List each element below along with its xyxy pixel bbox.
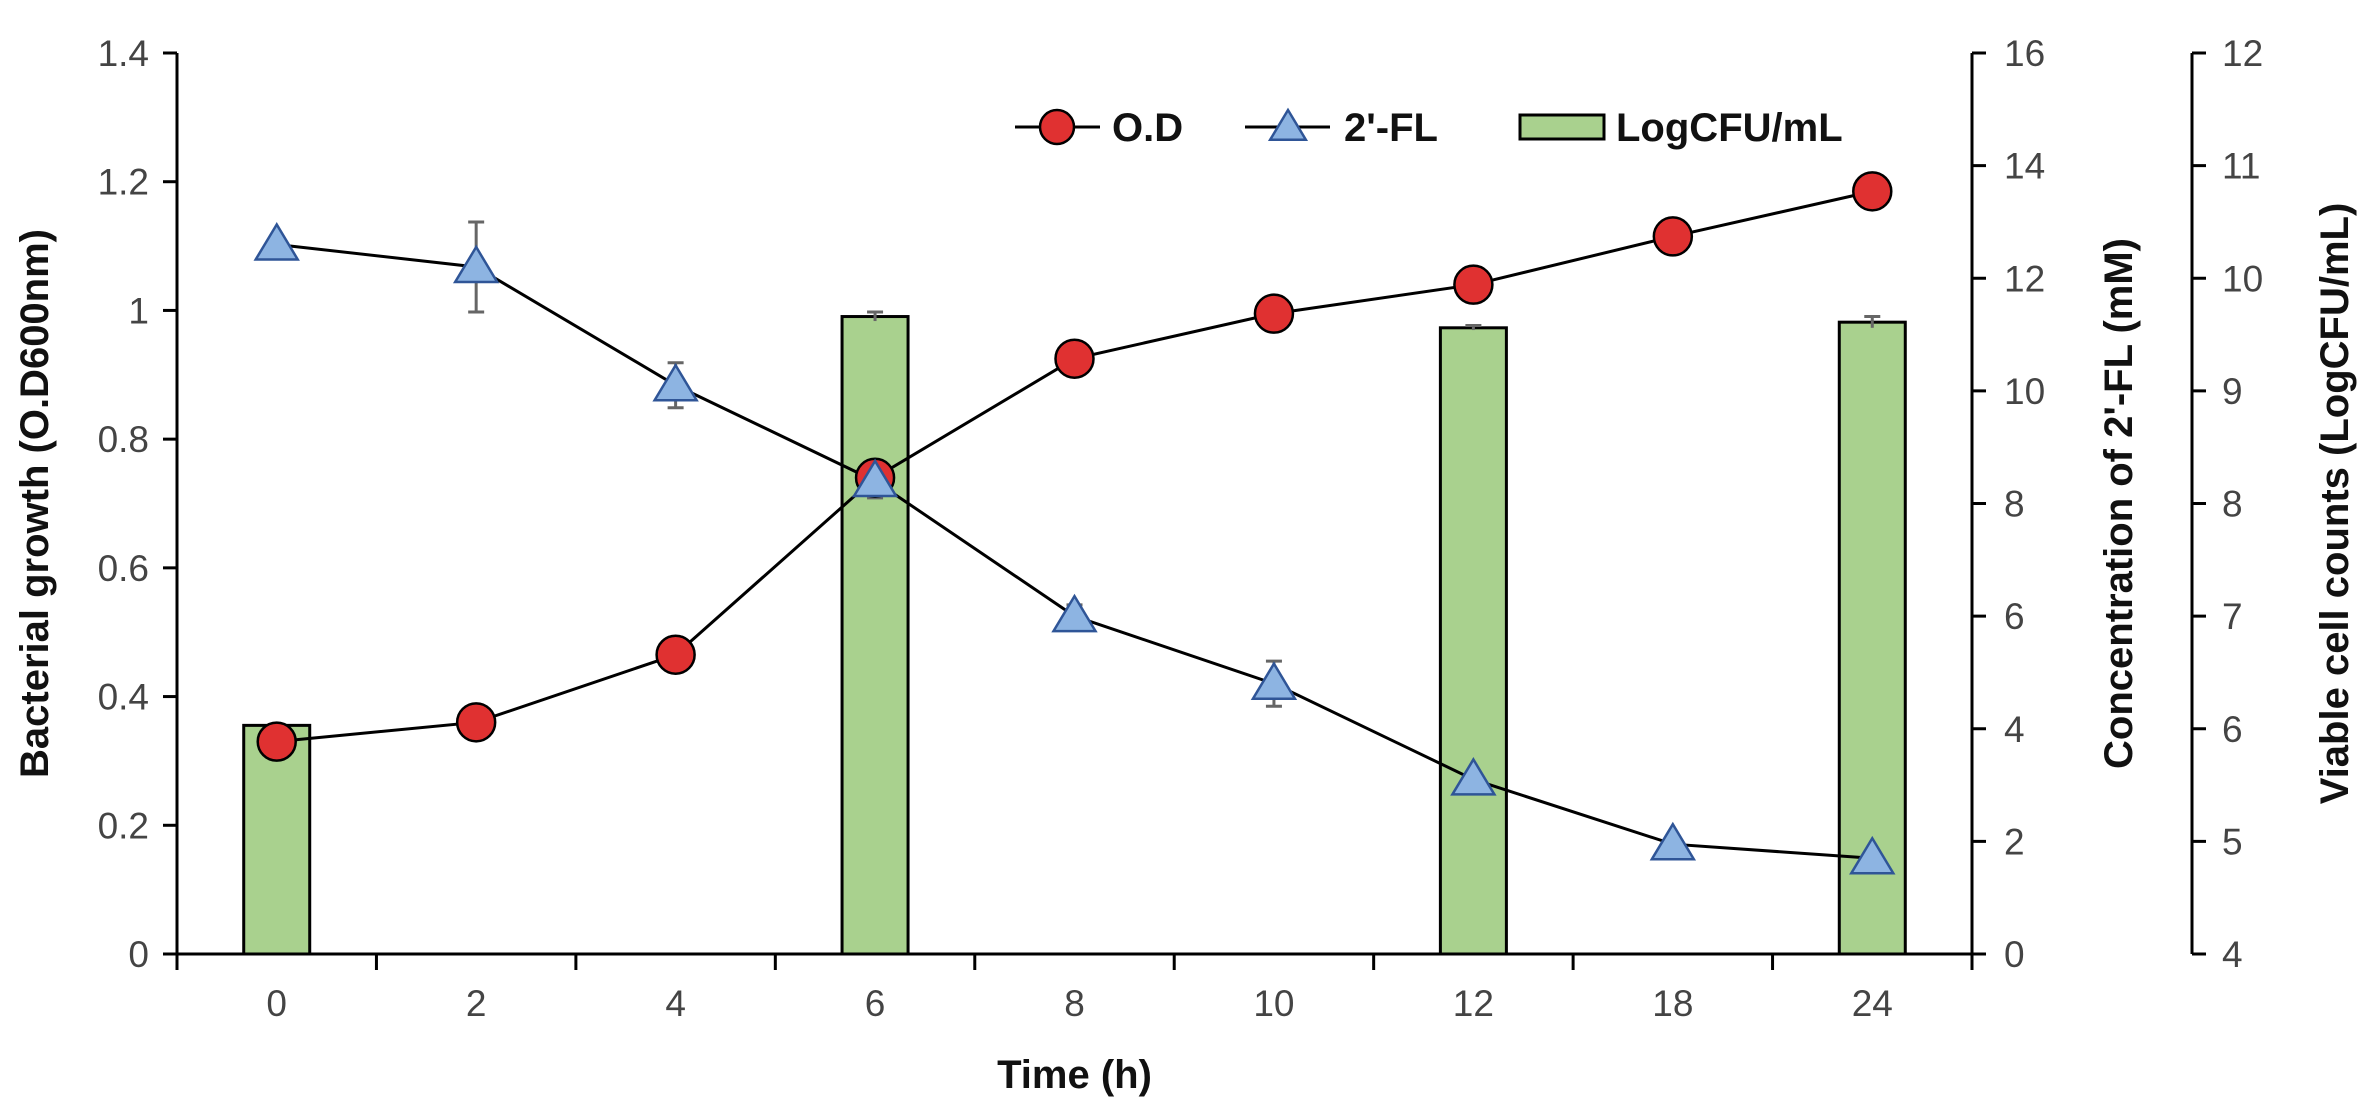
x-tick-label: 2 — [466, 983, 487, 1024]
2fl-point — [851, 458, 899, 498]
y-left-tick-label: 1 — [128, 290, 149, 331]
y-right1-tick-label: 2 — [2004, 821, 2025, 862]
od-point — [1253, 293, 1295, 334]
y-right2-tick-label: 4 — [2222, 934, 2243, 975]
x-tick-label: 18 — [1652, 983, 1693, 1024]
y-right1-tick-label: 8 — [2004, 484, 2025, 525]
bar-logcfu — [242, 723, 312, 956]
2fl-point — [1250, 661, 1298, 700]
od-series-line — [276, 189, 1873, 744]
y-right2-tick-label: 8 — [2222, 484, 2243, 525]
y-right2-tick-label: 9 — [2222, 371, 2243, 412]
lines-layer — [253, 171, 1896, 875]
legend-logcfu-swatch — [1518, 113, 1606, 141]
x-tick-label: 6 — [865, 983, 886, 1024]
2fl-point — [1051, 593, 1098, 633]
legend-logcfu-label: LogCFU/mL — [1616, 106, 1843, 150]
legend-item-logcfu: LogCFU/mL — [1518, 106, 1843, 150]
od-point — [455, 702, 497, 743]
od-point — [655, 634, 696, 675]
2fl-point — [1849, 835, 1896, 875]
y-right1-tick-label: 16 — [2004, 33, 2045, 74]
x-tick-label: 12 — [1453, 983, 1494, 1024]
2fl-point — [1649, 821, 1697, 861]
legend-item-2fl: 2'-FL — [1245, 106, 1438, 150]
y-left-tick-label: 0.4 — [98, 677, 149, 718]
bar-logcfu — [840, 315, 910, 956]
x-tick-label: 8 — [1064, 983, 1085, 1024]
y-right1-tick-label: 12 — [2004, 258, 2045, 299]
y-left-axis-title: Bacterial growth (O.D600nm) — [13, 229, 57, 778]
y-right2-tick-label: 12 — [2222, 33, 2263, 74]
legend-od-label: O.D — [1112, 106, 1183, 150]
2fl-point — [1450, 757, 1497, 796]
y-left-tick-label: 0.6 — [98, 548, 149, 589]
2fl-point — [253, 222, 300, 261]
x-axis-title: Time (h) — [997, 1053, 1152, 1097]
legend-2fl-label: 2'-FL — [1344, 106, 1438, 150]
od-point — [1852, 171, 1893, 212]
legend-2fl-marker — [1267, 107, 1309, 141]
x-tick-label: 10 — [1253, 983, 1294, 1024]
bars-layer — [242, 310, 1907, 956]
x-tick-label: 0 — [266, 983, 287, 1024]
x-tick-label: 24 — [1852, 983, 1893, 1024]
y-right2-tick-label: 10 — [2222, 258, 2263, 299]
y-left-tick-label: 0 — [128, 934, 149, 975]
y-left-tick-label: 0.8 — [98, 419, 149, 460]
bar-logcfu — [1438, 326, 1508, 956]
y-right1-tick-label: 6 — [2004, 596, 2025, 637]
y-right1-tick-label: 10 — [2004, 371, 2045, 412]
od-point — [1652, 216, 1694, 257]
y-right2-tick-label: 6 — [2222, 709, 2243, 750]
od-point — [256, 721, 297, 762]
y-left-tick-label: 0.2 — [98, 805, 149, 846]
y-left-tick-label: 1.2 — [98, 162, 149, 203]
y-right2-tick-label: 11 — [2222, 146, 2260, 187]
y-right2-axis-title: Viable cell counts (LogCFU/mL) — [2313, 203, 2357, 805]
legend-od-marker — [1038, 108, 1076, 146]
y-right1-axis-title: Concentration of 2'-FL (mM) — [2097, 238, 2141, 769]
y-right1-tick-label: 4 — [2004, 709, 2025, 750]
y-right1-tick-label: 14 — [2004, 146, 2045, 187]
2fl-point — [652, 362, 699, 402]
od-point — [1453, 264, 1494, 305]
od-point — [1054, 338, 1095, 379]
2fl-series-line — [276, 242, 1873, 860]
y-right2-tick-label: 5 — [2222, 821, 2243, 862]
y-left-tick-label: 1.4 — [98, 33, 149, 74]
axes-layer: Time (h) Bacterial growth (O.D600nm) Con… — [13, 33, 2357, 1097]
y-right1-tick-label: 0 — [2004, 934, 2025, 975]
legend-item-od: O.D — [1015, 106, 1183, 150]
x-tick-label: 4 — [665, 983, 686, 1024]
2fl-point — [452, 244, 500, 284]
y-right2-tick-label: 7 — [2222, 596, 2243, 637]
legend: O.D 2'-FL LogCFU/mL — [1015, 106, 1843, 150]
